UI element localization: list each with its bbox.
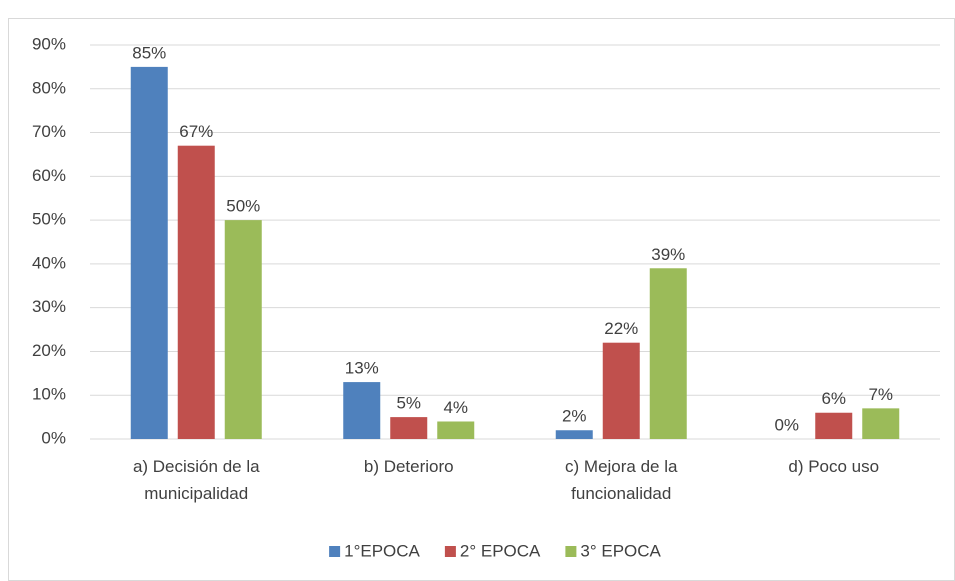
bar [649, 268, 687, 439]
data-label: 6% [821, 389, 846, 408]
bar [343, 382, 381, 439]
bar [602, 342, 640, 439]
data-label: 7% [868, 385, 893, 404]
bar [815, 412, 853, 439]
y-tick-label: 10% [32, 385, 66, 404]
data-label: 0% [774, 415, 799, 434]
data-label: 5% [396, 394, 421, 413]
y-tick-label: 20% [32, 341, 66, 360]
data-label: 67% [179, 122, 213, 141]
y-tick-label: 50% [32, 210, 66, 229]
y-tick-label: 70% [32, 122, 66, 141]
bar [224, 220, 262, 439]
bar [437, 421, 475, 439]
data-label: 2% [562, 407, 587, 426]
bar [390, 417, 428, 439]
y-tick-label: 30% [32, 297, 66, 316]
legend-swatch [444, 546, 456, 557]
bar [177, 145, 215, 439]
y-tick-label: 0% [41, 428, 66, 447]
x-tick-label: d) Poco uso [788, 457, 880, 476]
data-label: 50% [226, 197, 260, 216]
bar [130, 66, 168, 439]
data-label: 22% [604, 319, 638, 338]
x-tick-label: a) Decisión de la municipalidad [132, 457, 260, 503]
legend-label: 3° EPOCA [580, 541, 661, 560]
data-label: 85% [132, 43, 166, 62]
x-tick-label: c) Mejora de la funcionalidad [565, 457, 678, 503]
bar [862, 408, 900, 439]
y-tick-label: 90% [32, 34, 66, 53]
y-tick-label: 80% [32, 78, 66, 97]
legend-swatch [565, 546, 577, 557]
data-label: 13% [345, 359, 379, 378]
y-tick-label: 40% [32, 253, 66, 272]
x-tick-label: b) Deterioro [363, 457, 454, 476]
bar [555, 430, 593, 439]
legend-label: 2° EPOCA [460, 541, 541, 560]
y-tick-label: 60% [32, 166, 66, 185]
data-label: 4% [443, 398, 468, 417]
legend-swatch [329, 546, 341, 557]
data-label: 39% [651, 245, 685, 264]
legend-label: 1°EPOCA [344, 541, 420, 560]
